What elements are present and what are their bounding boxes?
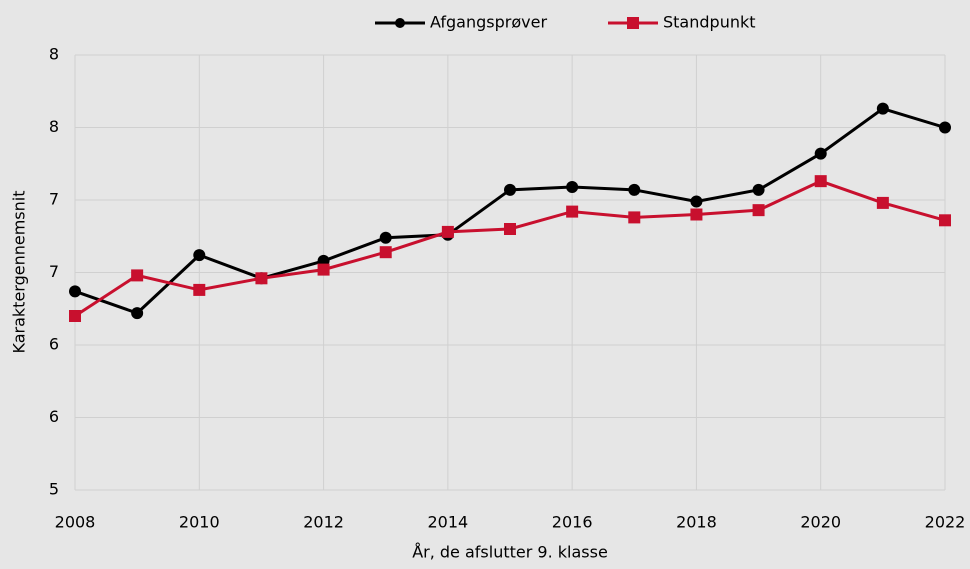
marker (193, 249, 206, 262)
marker (504, 183, 516, 196)
marker (814, 147, 827, 160)
marker (566, 205, 579, 218)
x-axis-title: År, de afslutter 9. klasse (412, 543, 608, 562)
marker (752, 183, 765, 196)
marker (628, 183, 641, 196)
y-tick-label: 8 (49, 45, 59, 64)
marker (69, 310, 81, 322)
y-tick-label: 7 (49, 262, 59, 281)
y-axis-title: Karaktergennemsnit (10, 191, 29, 354)
x-tick-label: 2008 (55, 513, 96, 532)
legend-marker (627, 17, 639, 29)
x-tick-label: 2018 (676, 513, 717, 532)
y-tick-label: 8 (49, 117, 59, 136)
marker (690, 195, 703, 208)
marker (193, 283, 206, 296)
marker (441, 225, 454, 238)
x-tick-label: 2014 (427, 513, 468, 532)
x-tick-label: 2022 (925, 513, 966, 532)
marker (504, 223, 516, 235)
marker (131, 307, 144, 320)
marker (939, 121, 951, 134)
x-tick-label: 2010 (179, 513, 220, 532)
marker (628, 211, 641, 224)
y-tick-label: 6 (49, 407, 59, 426)
legend-label: Standpunkt (663, 13, 756, 32)
marker (131, 269, 144, 282)
marker (752, 204, 765, 217)
marker (379, 231, 392, 244)
marker (690, 208, 703, 221)
marker (939, 214, 951, 227)
legend-marker (395, 18, 405, 28)
marker (814, 175, 827, 188)
marker (379, 246, 392, 259)
marker (317, 263, 330, 276)
y-tick-label: 5 (49, 480, 59, 499)
x-tick-label: 2012 (303, 513, 344, 532)
y-tick-label: 6 (49, 335, 59, 354)
x-tick-label: 2016 (552, 513, 593, 532)
marker (255, 272, 268, 285)
marker (566, 180, 579, 193)
marker (876, 196, 889, 209)
legend-label: Afgangsprøver (430, 13, 547, 32)
marker (69, 285, 81, 298)
x-tick-label: 2020 (800, 513, 841, 532)
y-tick-label: 7 (49, 190, 59, 209)
marker (876, 102, 889, 115)
